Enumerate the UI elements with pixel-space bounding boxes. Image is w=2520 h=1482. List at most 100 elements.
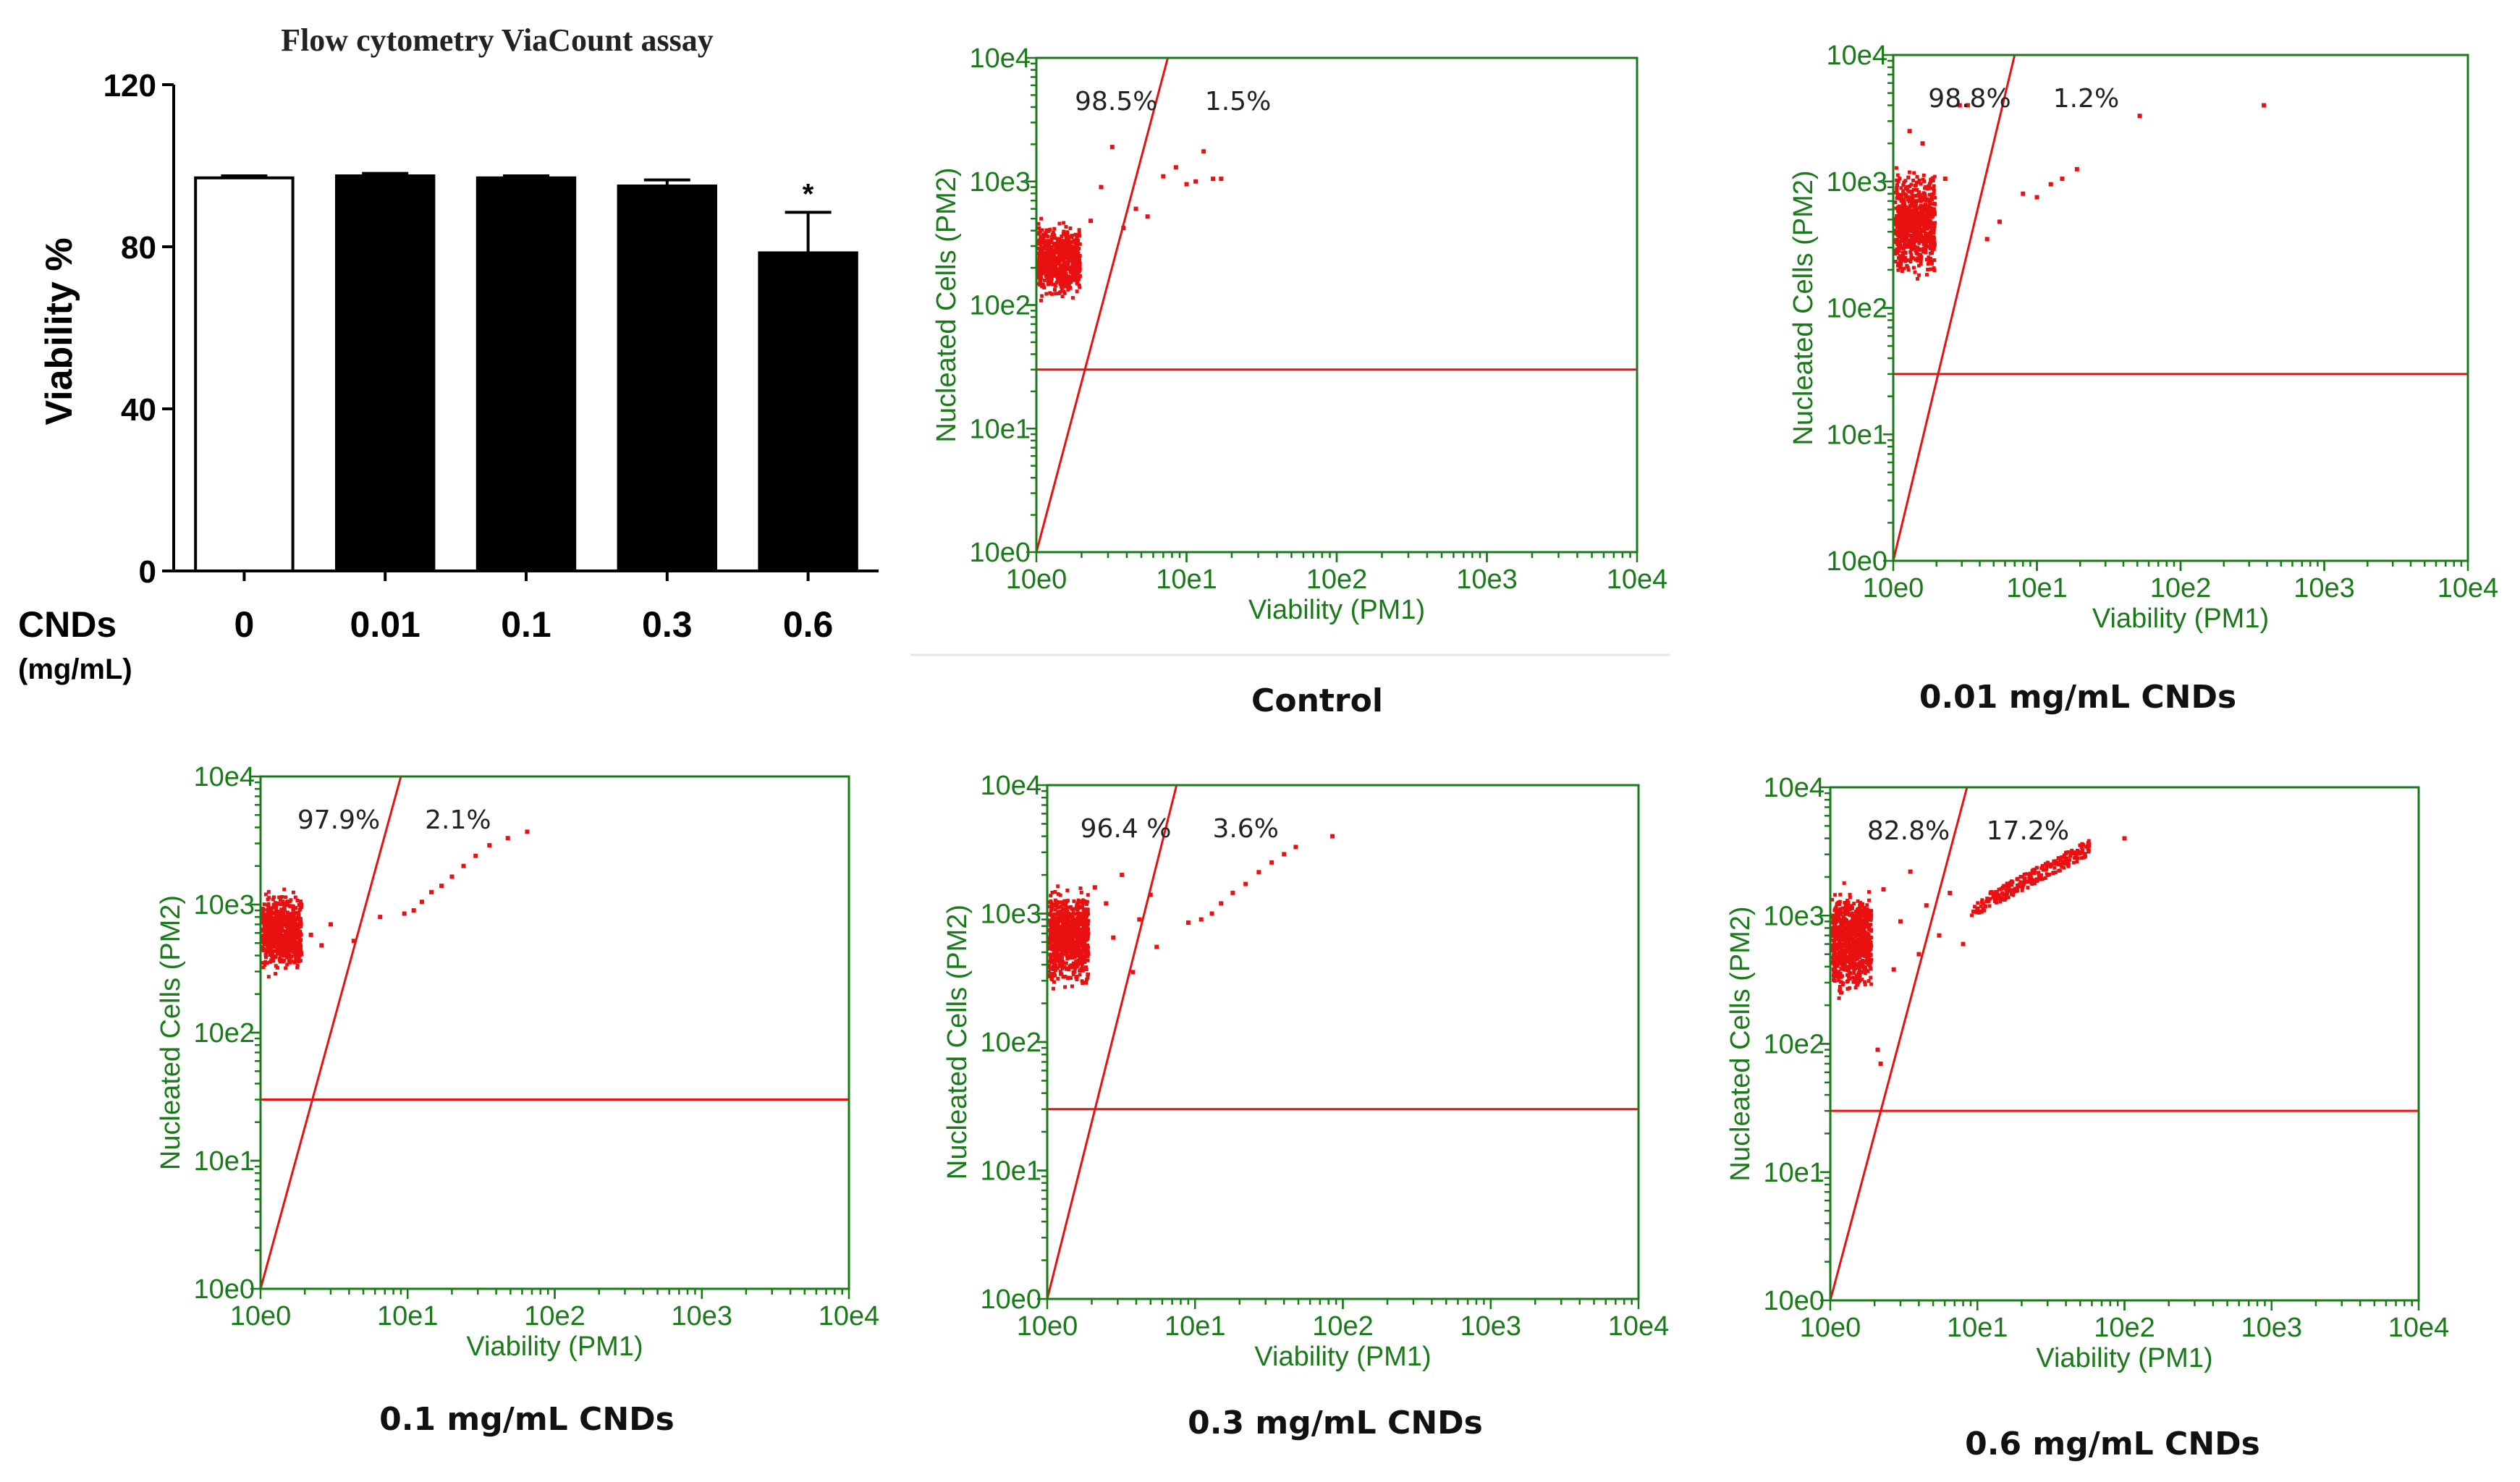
event-point (1058, 264, 1062, 268)
event-point (1903, 205, 1908, 209)
x-tick-label: 10e4 (2437, 573, 2499, 604)
event-point (1069, 919, 1073, 923)
event-point (1901, 222, 1906, 226)
event-point (289, 923, 294, 927)
event-point (1036, 221, 1041, 226)
event-point (1057, 273, 1062, 277)
event-point (1997, 893, 2002, 897)
fc-0.6-caption: 0.6 mg/mL CNDs (1965, 1426, 2260, 1462)
event-point (2024, 872, 2029, 876)
event-point (1062, 907, 1066, 912)
event-point (1894, 206, 1898, 211)
event-point (1039, 253, 1043, 257)
event-point (1843, 907, 1847, 911)
event-point (1057, 242, 1061, 247)
event-point (273, 901, 277, 905)
event-point (1845, 900, 1849, 905)
event-point (1909, 256, 1914, 261)
event-point (1848, 895, 1852, 899)
event-point (1084, 965, 1088, 970)
event-point (262, 923, 266, 928)
event-point (1055, 936, 1060, 941)
event-point (1917, 237, 1921, 242)
event-point (1858, 907, 1862, 912)
event-point (1072, 934, 1076, 939)
event-point (1059, 244, 1063, 248)
event-point (271, 895, 276, 899)
event-point (295, 899, 300, 903)
event-point (1048, 912, 1052, 916)
event-point (1853, 948, 1858, 952)
event-point (1060, 952, 1065, 956)
event-point (1869, 975, 1873, 980)
event-point (1914, 208, 1919, 213)
event-point (1908, 869, 1913, 874)
event-point (1917, 241, 1921, 245)
event-point (1071, 942, 1075, 947)
event-point (1834, 911, 1838, 915)
event-point (1078, 285, 1082, 289)
event-point (287, 922, 291, 926)
event-point (2021, 191, 2026, 196)
event-point (1929, 208, 1933, 213)
event-point (1061, 965, 1065, 969)
event-point (1844, 941, 1848, 946)
event-point (1053, 939, 1057, 944)
event-point (1924, 903, 1929, 908)
event-point (1906, 268, 1911, 272)
event-point (1073, 276, 1077, 280)
event-point (1863, 916, 1867, 920)
event-point (1911, 226, 1916, 230)
event-point (1057, 259, 1062, 263)
event-point (290, 927, 295, 931)
event-point (1856, 961, 1861, 965)
event-point (1070, 258, 1075, 262)
event-point (1995, 891, 2000, 895)
event-point (1076, 934, 1081, 939)
event-point (2086, 847, 2090, 851)
event-point (1060, 939, 1065, 943)
event-point (1901, 253, 1906, 258)
event-point (1038, 256, 1042, 261)
event-point (1099, 185, 1104, 190)
event-point (262, 949, 266, 953)
event-point (1896, 268, 1900, 272)
event-point (1086, 893, 1090, 897)
event-point (1893, 190, 1898, 195)
event-point (264, 953, 269, 957)
event-point (1051, 986, 1055, 991)
event-point (1085, 946, 1089, 950)
event-point (1832, 953, 1836, 957)
event-point (1082, 923, 1086, 927)
event-point (1851, 920, 1856, 925)
event-point (1072, 923, 1076, 927)
event-point (1837, 978, 1841, 983)
event-point (264, 951, 269, 955)
event-point (1057, 249, 1061, 253)
event-point (1901, 258, 1906, 262)
event-point (1861, 934, 1865, 939)
event-point (1066, 944, 1070, 948)
event-point (2074, 855, 2079, 859)
event-point (1075, 277, 1079, 281)
event-point (296, 930, 300, 934)
event-point (1848, 971, 1853, 975)
event-point (282, 906, 286, 910)
event-point (295, 922, 300, 926)
event-point (1843, 900, 1847, 905)
event-point (1078, 254, 1082, 258)
fc-0.3-live-percent: 96.4 % (1081, 814, 1172, 844)
event-point (351, 939, 356, 944)
event-point (1830, 943, 1835, 947)
event-point (1065, 889, 1070, 893)
event-point (262, 918, 266, 922)
event-point (1834, 970, 1838, 974)
event-point (1910, 213, 1914, 217)
event-point (1065, 925, 1069, 929)
event-point (2013, 886, 2017, 891)
event-point (2058, 862, 2062, 866)
event-point (1047, 259, 1051, 263)
